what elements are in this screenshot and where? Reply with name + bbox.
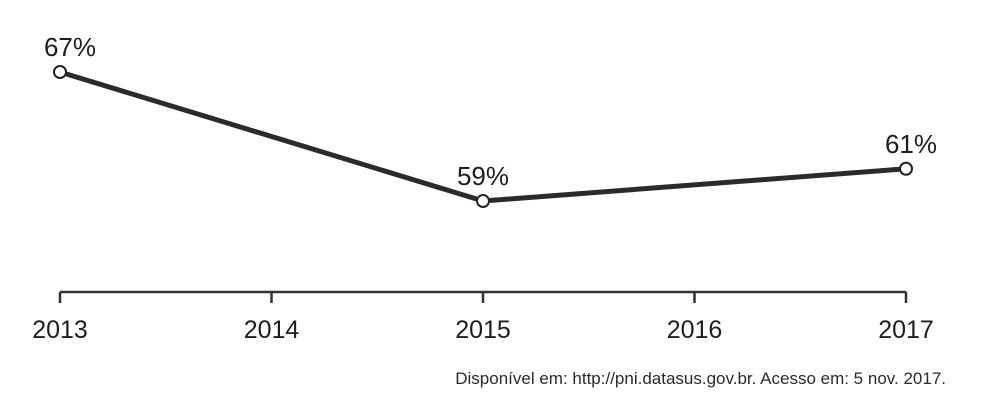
data-label: 59% xyxy=(457,161,509,191)
data-point xyxy=(53,65,67,79)
x-tick-label: 2015 xyxy=(455,316,511,344)
data-label: 61% xyxy=(885,129,937,159)
data-point xyxy=(899,161,913,176)
source-note: Disponível em: http://pni.datasus.gov.br… xyxy=(455,369,946,388)
series-line-layer xyxy=(65,71,901,203)
data-point xyxy=(476,194,490,208)
data-label: 67% xyxy=(44,32,96,62)
series-line xyxy=(488,166,901,203)
data-points-layer xyxy=(53,65,913,208)
series-line xyxy=(65,71,478,202)
x-tick-label: 2014 xyxy=(244,316,300,344)
x-tick-label: 2016 xyxy=(667,316,723,344)
x-tick-label: 2017 xyxy=(878,316,934,344)
x-axis: 2013 2014 2015 2016 2017 xyxy=(32,290,934,344)
data-labels-layer: 67% 59% 61% xyxy=(44,32,937,191)
x-tick-label: 2013 xyxy=(32,316,88,344)
